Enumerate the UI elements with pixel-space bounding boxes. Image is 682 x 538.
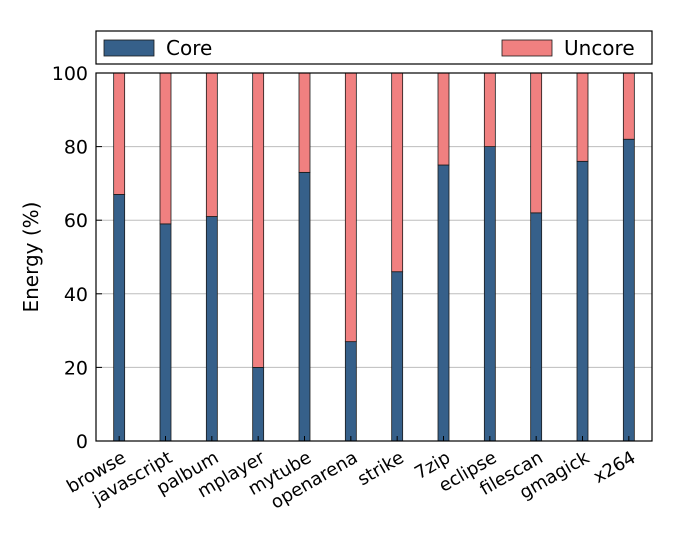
y-tick-label-100: 100	[52, 63, 88, 85]
x-axis-ticks: browsejavascriptpalbummplayermytubeopena…	[63, 436, 639, 514]
bar-uncore-x264	[622, 72, 635, 140]
bar-uncore-eclipse	[483, 72, 496, 147]
bar-uncore-browse	[113, 72, 126, 195]
bar-uncore-openarena	[344, 72, 357, 343]
x-tick-label-strike: strike	[354, 447, 408, 490]
bar-uncore-strike	[391, 72, 404, 273]
legend-swatch-core	[103, 39, 155, 57]
bar-core-eclipse	[483, 146, 496, 442]
bar-core-palbum	[205, 216, 218, 442]
bar-uncore-7zip	[437, 72, 450, 166]
bar-core-7zip	[437, 164, 450, 442]
y-axis-label: Energy (%)	[19, 202, 43, 313]
y-tick-label-20: 20	[64, 357, 88, 379]
bar-core-x264	[622, 138, 635, 442]
bar-core-browse	[113, 194, 126, 442]
bar-core-javascript	[159, 223, 172, 442]
bar-core-mplayer	[252, 366, 265, 442]
x-tick-label-x264: x264	[590, 447, 639, 488]
bar-uncore-mytube	[298, 72, 311, 173]
legend-swatch-uncore	[501, 39, 553, 57]
bar-core-openarena	[344, 341, 357, 442]
bar-uncore-javascript	[159, 72, 172, 225]
legend: Core Uncore	[95, 30, 653, 65]
y-tick-label-40: 40	[64, 284, 88, 306]
legend-label-uncore: Uncore	[564, 36, 635, 60]
legend-label-core: Core	[166, 36, 212, 60]
bar-core-gmagick	[576, 160, 589, 442]
bar-uncore-palbum	[205, 72, 218, 217]
y-tick-label-60: 60	[64, 210, 88, 232]
gridlines	[96, 72, 652, 442]
legend-box	[95, 30, 653, 65]
y-tick-label-0: 0	[76, 431, 88, 453]
bars	[113, 72, 635, 442]
bar-core-strike	[391, 271, 404, 442]
y-axis-ticks: 0 20 40 60 80 100	[52, 63, 102, 453]
bar-core-mytube	[298, 171, 311, 442]
bar-uncore-mplayer	[252, 72, 265, 368]
bar-core-filescan	[530, 212, 543, 442]
y-tick-label-80: 80	[64, 137, 88, 159]
plot-frame	[95, 72, 653, 442]
bar-uncore-filescan	[530, 72, 543, 214]
bar-uncore-gmagick	[576, 72, 589, 162]
